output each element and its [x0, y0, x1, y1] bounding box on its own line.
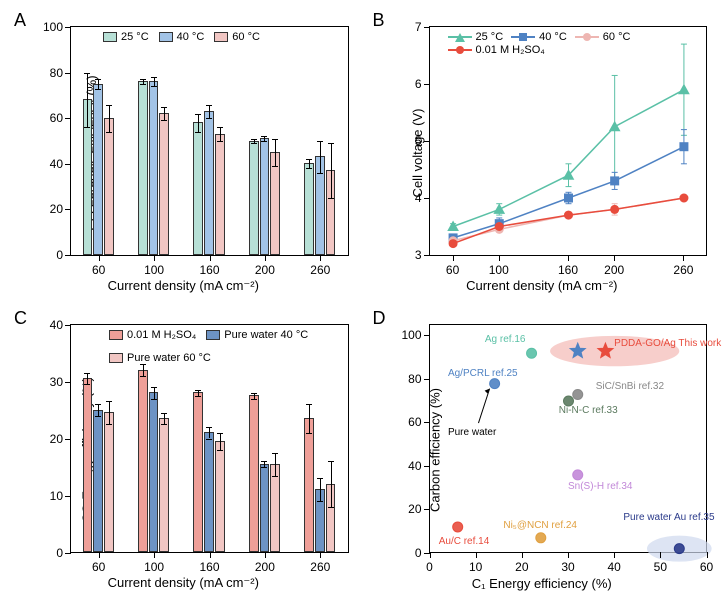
panel-b-ylabel: Cell voltage (V) — [409, 108, 424, 197]
panel-a-plot: 25 °C40 °C60 °C 020406080100601001602002… — [70, 26, 349, 256]
scatter-label: Pure water Au ref.35 — [623, 512, 714, 523]
legend-item: Pure water 40 °C — [206, 329, 308, 341]
panel-d-plot: 0204060801000102030405060Pure waterAg re… — [429, 324, 708, 554]
scatter-label: Au/C ref.14 — [439, 536, 490, 547]
legend-item: 0.01 M H₂SO₄ — [448, 44, 545, 56]
scatter-label: Ni-N-C ref.33 — [559, 405, 618, 416]
scatter-label: Ag ref.16 — [485, 334, 526, 345]
panel-c: C CO Energy efficiency (%) Current densi… — [8, 306, 359, 596]
panel-b-plot: 25 °C40 °C60 °C0.01 M H₂SO₄ 345676010016… — [429, 26, 708, 256]
panel-c-legend: 0.01 M H₂SO₄ Pure water 40 °C Pure water 6… — [109, 329, 346, 365]
panel-a: A CO Faradaic efficiency (%) Current den… — [8, 8, 359, 298]
legend-item: 60 °C — [575, 31, 631, 43]
panel-b: B Cell voltage (V) Current density (mA c… — [367, 8, 718, 298]
panel-a-label: A — [14, 10, 26, 31]
legend-item: 40 °C — [511, 31, 567, 43]
legend-item: 40 °C — [159, 31, 205, 43]
legend-item: Pure water 60 °C — [109, 352, 211, 364]
panel-b-svg — [430, 27, 707, 255]
panel-a-legend: 25 °C 40 °C 60 °C — [103, 31, 260, 44]
scatter-label: Ni₅@NCN ref.24 — [503, 520, 577, 531]
panel-d-label: D — [373, 308, 386, 329]
legend-item: 25 °C — [448, 31, 504, 43]
panel-a-xlabel: Current density (mA cm⁻²) — [108, 278, 259, 294]
legend-item: 0.01 M H₂SO₄ — [109, 329, 196, 341]
panel-d: D Carbon efficiency (%) C₁ Energy effici… — [367, 306, 718, 596]
scatter-label: SiC/SnBi ref.32 — [596, 381, 664, 392]
legend-item: 25 °C — [103, 31, 149, 43]
panel-b-xlabel: Current density (mA cm⁻²) — [466, 278, 617, 294]
panel-b-label: B — [373, 10, 385, 31]
legend-item: 60 °C — [214, 31, 260, 43]
panel-c-plot: 0.01 M H₂SO₄ Pure water 40 °C Pure water 6… — [70, 324, 349, 554]
panel-d-xlabel: C₁ Energy efficiency (%) — [472, 576, 612, 591]
panel-b-legend: 25 °C 40 °C 60 °C 0.01 M H₂SO₄ — [448, 31, 631, 57]
figure-grid: A CO Faradaic efficiency (%) Current den… — [0, 0, 725, 603]
panel-c-xlabel: Current density (mA cm⁻²) — [108, 575, 259, 591]
scatter-label: Ag/PCRL ref.25 — [448, 368, 518, 379]
scatter-label: Sn(S)-H ref.34 — [568, 481, 632, 492]
panel-c-label: C — [14, 308, 27, 329]
scatter-label: PDDA-GO/Ag This work — [614, 338, 721, 349]
